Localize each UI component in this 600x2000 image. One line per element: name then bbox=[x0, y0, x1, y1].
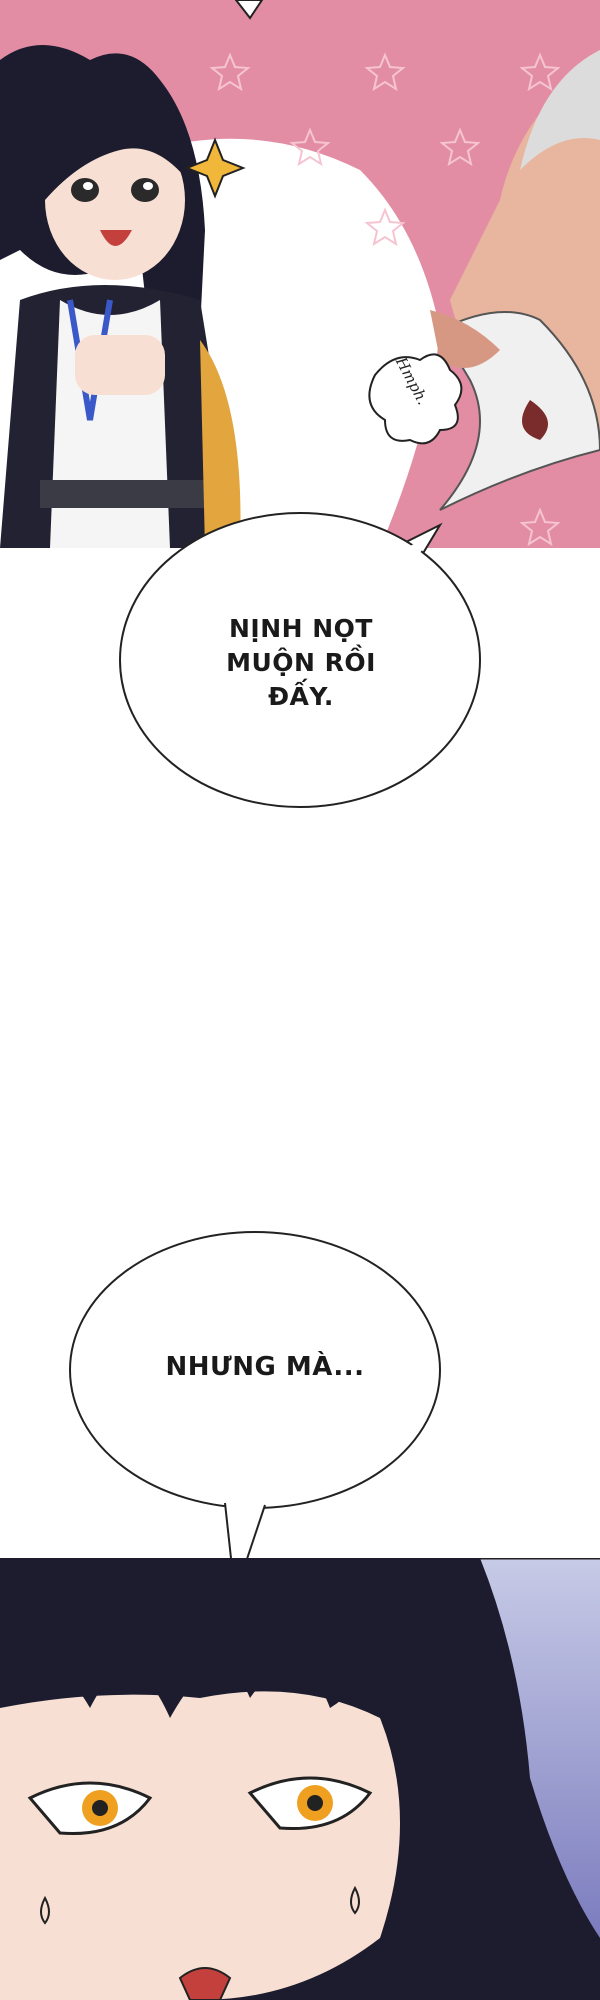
speech-bubble-2 bbox=[69, 1231, 441, 1596]
bubble-2-line-1: NHƯNG MÀ... bbox=[165, 1352, 365, 1382]
star-pattern bbox=[209, 52, 561, 547]
speech-bubble-1-text: NỊNH NỌT MUỘN RỒI ĐẤY. bbox=[170, 612, 432, 714]
bubble-1-line-2: MUỘN RỒI bbox=[226, 648, 376, 677]
top-panel: Hmph. bbox=[0, 0, 600, 548]
speech-bubble-1 bbox=[119, 512, 481, 808]
bubble-1-line-1: NỊNH NỌT bbox=[228, 614, 373, 643]
bubble-1-line-3: ĐẤY. bbox=[268, 682, 334, 711]
old-man-character bbox=[430, 50, 600, 511]
bottom-panel-art bbox=[0, 1558, 600, 2000]
top-panel-art bbox=[0, 0, 600, 548]
girl-character bbox=[0, 45, 246, 548]
speech-bubble-2-text: NHƯNG MÀ... bbox=[100, 1350, 430, 1384]
hmph-sfx bbox=[368, 353, 463, 445]
bottom-panel bbox=[0, 1558, 600, 2000]
